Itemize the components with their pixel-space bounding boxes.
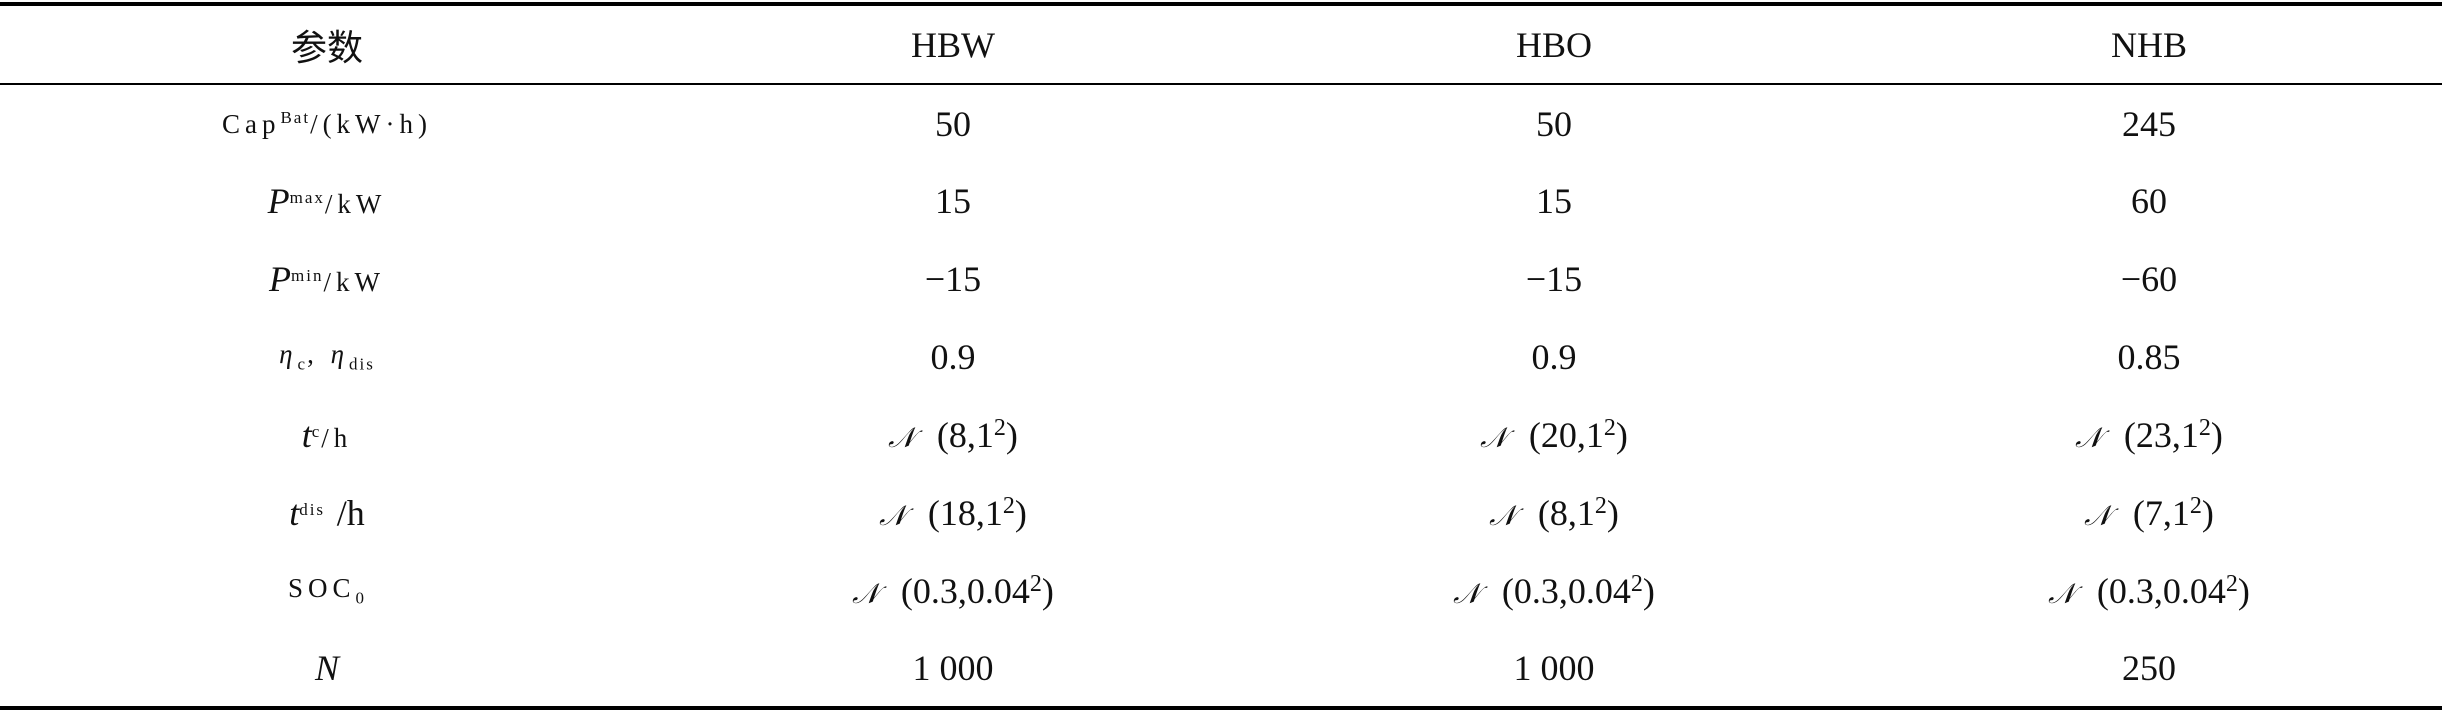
label-sup: c xyxy=(311,422,322,441)
distribution-args: (8,1 xyxy=(936,415,994,455)
table-header: 参数 HBW HBO NHB xyxy=(0,2,2442,85)
label-unit: /h xyxy=(336,493,365,533)
row-label: Pmin/kW xyxy=(0,240,654,318)
value-cell: 𝒩 (8,12) xyxy=(1252,474,1856,552)
distribution-symbol: 𝒩 xyxy=(1489,499,1516,532)
value-cell: 1 000 xyxy=(1252,630,1856,710)
row-label: N xyxy=(0,630,654,710)
exponent: 2 xyxy=(2225,571,2238,597)
distribution-symbol: 𝒩 xyxy=(2084,499,2111,532)
distribution-close: ) xyxy=(1606,493,1619,533)
label-sup: max xyxy=(289,188,325,207)
value-cell: 0.85 xyxy=(2117,337,2181,377)
label-sep: , xyxy=(307,339,319,370)
exponent: 2 xyxy=(2189,493,2202,519)
distribution-args: (8,1 xyxy=(1537,493,1595,533)
value-cell: 15 xyxy=(1536,181,1572,221)
header-cell: 参数 xyxy=(0,2,654,85)
value-cell: 𝒩 (20,12) xyxy=(1252,396,1856,474)
exponent: 2 xyxy=(2198,415,2211,441)
value-cell: 𝒩 (18,12) xyxy=(654,474,1252,552)
header-cell: HBO xyxy=(1252,2,1856,85)
exponent: 2 xyxy=(1594,493,1607,519)
row-label: tdis /h xyxy=(0,474,654,552)
distribution-symbol: 𝒩 xyxy=(852,577,879,610)
label-main: η xyxy=(330,339,349,370)
label-main: t xyxy=(289,493,300,533)
distribution-symbol: 𝒩 xyxy=(888,421,915,454)
distribution-symbol: 𝒩 xyxy=(879,499,906,532)
label-main: t xyxy=(301,415,312,455)
value-cell: 1 000 xyxy=(654,630,1252,710)
distribution-args: (20,1 xyxy=(1528,415,1604,455)
label-main: P xyxy=(269,259,292,299)
distribution-symbol: 𝒩 xyxy=(1480,421,1507,454)
value-cell: 𝒩 (0.3,0.042) xyxy=(1856,552,2442,630)
distribution-close: ) xyxy=(1041,571,1054,611)
distribution-symbol: 𝒩 xyxy=(1453,577,1480,610)
label-sup: dis xyxy=(299,500,326,519)
value-cell: 0.9 xyxy=(1531,337,1577,377)
row-label: tc/h xyxy=(0,396,654,474)
header-cell: HBW xyxy=(654,2,1252,85)
exponent: 2 xyxy=(1002,493,1015,519)
label-main: SOC xyxy=(287,573,356,604)
label-unit: /(kW·h) xyxy=(310,108,433,139)
value-cell: 50 xyxy=(1536,103,1572,144)
label-sup: min xyxy=(291,266,324,285)
value-cell: 60 xyxy=(2131,181,2167,221)
value-cell: −60 xyxy=(2120,259,2178,299)
row-label: ηc, ηdis xyxy=(0,318,654,396)
header-cell: NHB xyxy=(1856,2,2442,85)
value-cell: 250 xyxy=(1856,630,2442,710)
distribution-close: ) xyxy=(1615,415,1628,455)
distribution-args: (7,1 xyxy=(2132,493,2190,533)
value-cell: 0.9 xyxy=(930,337,976,377)
exponent: 2 xyxy=(1029,571,1042,597)
label-sup: Bat xyxy=(280,107,311,127)
value-cell: 𝒩 (7,12) xyxy=(1856,474,2442,552)
distribution-close: ) xyxy=(1642,571,1655,611)
value-cell: 𝒩 (0.3,0.042) xyxy=(654,552,1252,630)
label-unit: /kW xyxy=(323,267,385,297)
value-cell: 𝒩 (23,12) xyxy=(1856,396,2442,474)
label-sub: dis xyxy=(349,354,375,374)
distribution-close: ) xyxy=(1005,415,1018,455)
label-unit: /kW xyxy=(324,189,387,219)
distribution-close: ) xyxy=(1014,493,1027,533)
row-label: SOC0 xyxy=(0,552,654,630)
distribution-symbol: 𝒩 xyxy=(2048,577,2075,610)
row-label: CapBat/(kW·h) xyxy=(0,84,654,162)
distribution-close: ) xyxy=(2237,571,2250,611)
label-main: P xyxy=(267,181,290,221)
label-sub: 0 xyxy=(355,588,367,608)
table-body: CapBat/(kW·h) 50 50 245 Pmax/kW 15 15 60 Pmin/… xyxy=(0,84,2442,710)
distribution-args: (23,1 xyxy=(2123,415,2199,455)
row-label: Pmax/kW xyxy=(0,162,654,240)
value-cell: 𝒩 (8,12) xyxy=(654,396,1252,474)
distribution-args: (0.3,0.04 xyxy=(1501,571,1631,611)
exponent: 2 xyxy=(1603,415,1616,441)
distribution-close: ) xyxy=(2201,493,2214,533)
distribution-args: (0.3,0.04 xyxy=(900,571,1030,611)
label-main: Cap xyxy=(221,108,281,139)
value-cell: −15 xyxy=(924,259,982,299)
value-cell: 245 xyxy=(2122,103,2176,144)
value-cell: 50 xyxy=(935,103,971,144)
label-unit: /h xyxy=(321,423,353,453)
label-main: η xyxy=(279,339,298,370)
label-main: N xyxy=(314,648,339,688)
exponent: 2 xyxy=(1630,571,1643,597)
exponent: 2 xyxy=(993,415,1006,441)
label-sub: c xyxy=(297,354,308,374)
value-cell: −15 xyxy=(1525,259,1583,299)
distribution-args: (0.3,0.04 xyxy=(2096,571,2226,611)
distribution-args: (18,1 xyxy=(927,493,1003,533)
distribution-close: ) xyxy=(2210,415,2223,455)
value-cell: 𝒩 (0.3,0.042) xyxy=(1252,552,1856,630)
distribution-symbol: 𝒩 xyxy=(2075,421,2102,454)
value-cell: 15 xyxy=(935,181,971,221)
